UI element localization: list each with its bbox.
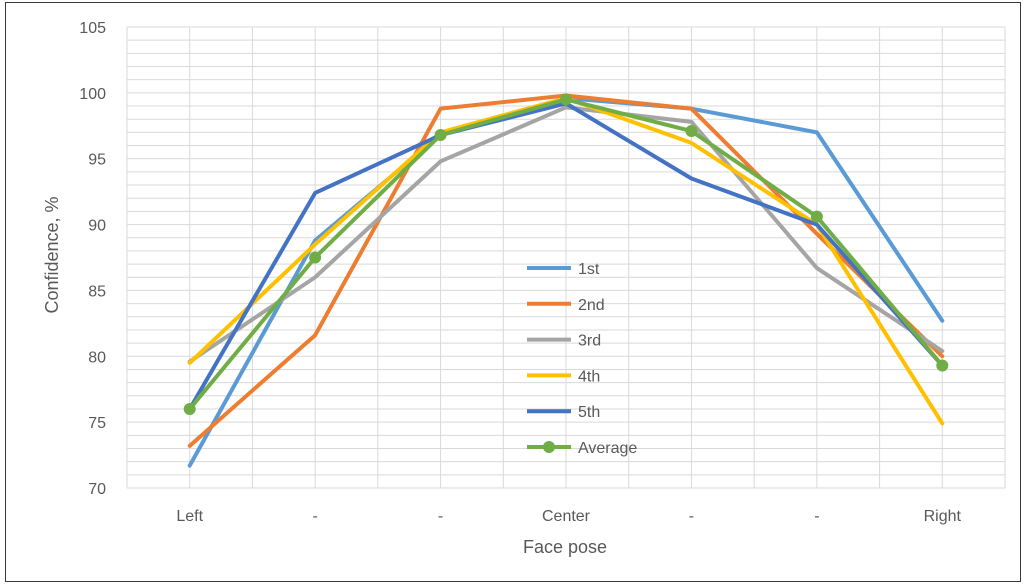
series-line-3rd: [187, 105, 945, 364]
legend-label: 5th: [578, 404, 600, 421]
x-axis-title: Face pose: [523, 537, 607, 557]
x-tick-label: -: [438, 508, 443, 525]
data-point-average: [309, 251, 322, 264]
legend-marker: [543, 441, 555, 453]
y-tick-label: 95: [88, 152, 106, 169]
x-tick-label: -: [814, 508, 819, 525]
data-point-average: [810, 210, 823, 223]
x-tick-label: -: [689, 508, 694, 525]
y-tick-label: 90: [88, 218, 106, 235]
data-point-average: [560, 93, 572, 106]
x-tick-label: Right: [924, 508, 962, 525]
data-point-average: [183, 402, 196, 415]
legend-label: 4th: [578, 368, 600, 385]
x-tick-label: -: [312, 508, 317, 525]
data-point-average: [685, 125, 698, 138]
y-tick-label: 70: [88, 481, 106, 498]
y-axis-title: Confidence, %: [42, 196, 62, 313]
legend: 1st 2nd 3rd 4th 5th Average: [527, 261, 637, 457]
series-lines: [183, 93, 949, 468]
y-axis-tick-labels: 70 75 80 85 90 95 100 105: [79, 20, 106, 498]
y-tick-label: 75: [88, 415, 106, 432]
legend-label: Average: [578, 440, 637, 457]
data-point-average: [434, 129, 447, 142]
y-tick-label: 100: [79, 86, 106, 103]
x-tick-label: Center: [542, 508, 591, 525]
legend-label: 2nd: [578, 297, 605, 314]
legend-label: 1st: [578, 261, 600, 278]
y-tick-label: 80: [88, 349, 106, 366]
x-axis-tick-labels: Left - - Center - - Right: [176, 508, 961, 525]
y-tick-label: 85: [88, 283, 106, 300]
x-tick-label: Left: [176, 508, 203, 525]
data-point-average: [936, 359, 949, 372]
legend-label: 3rd: [578, 333, 601, 350]
y-tick-label: 105: [79, 20, 106, 37]
